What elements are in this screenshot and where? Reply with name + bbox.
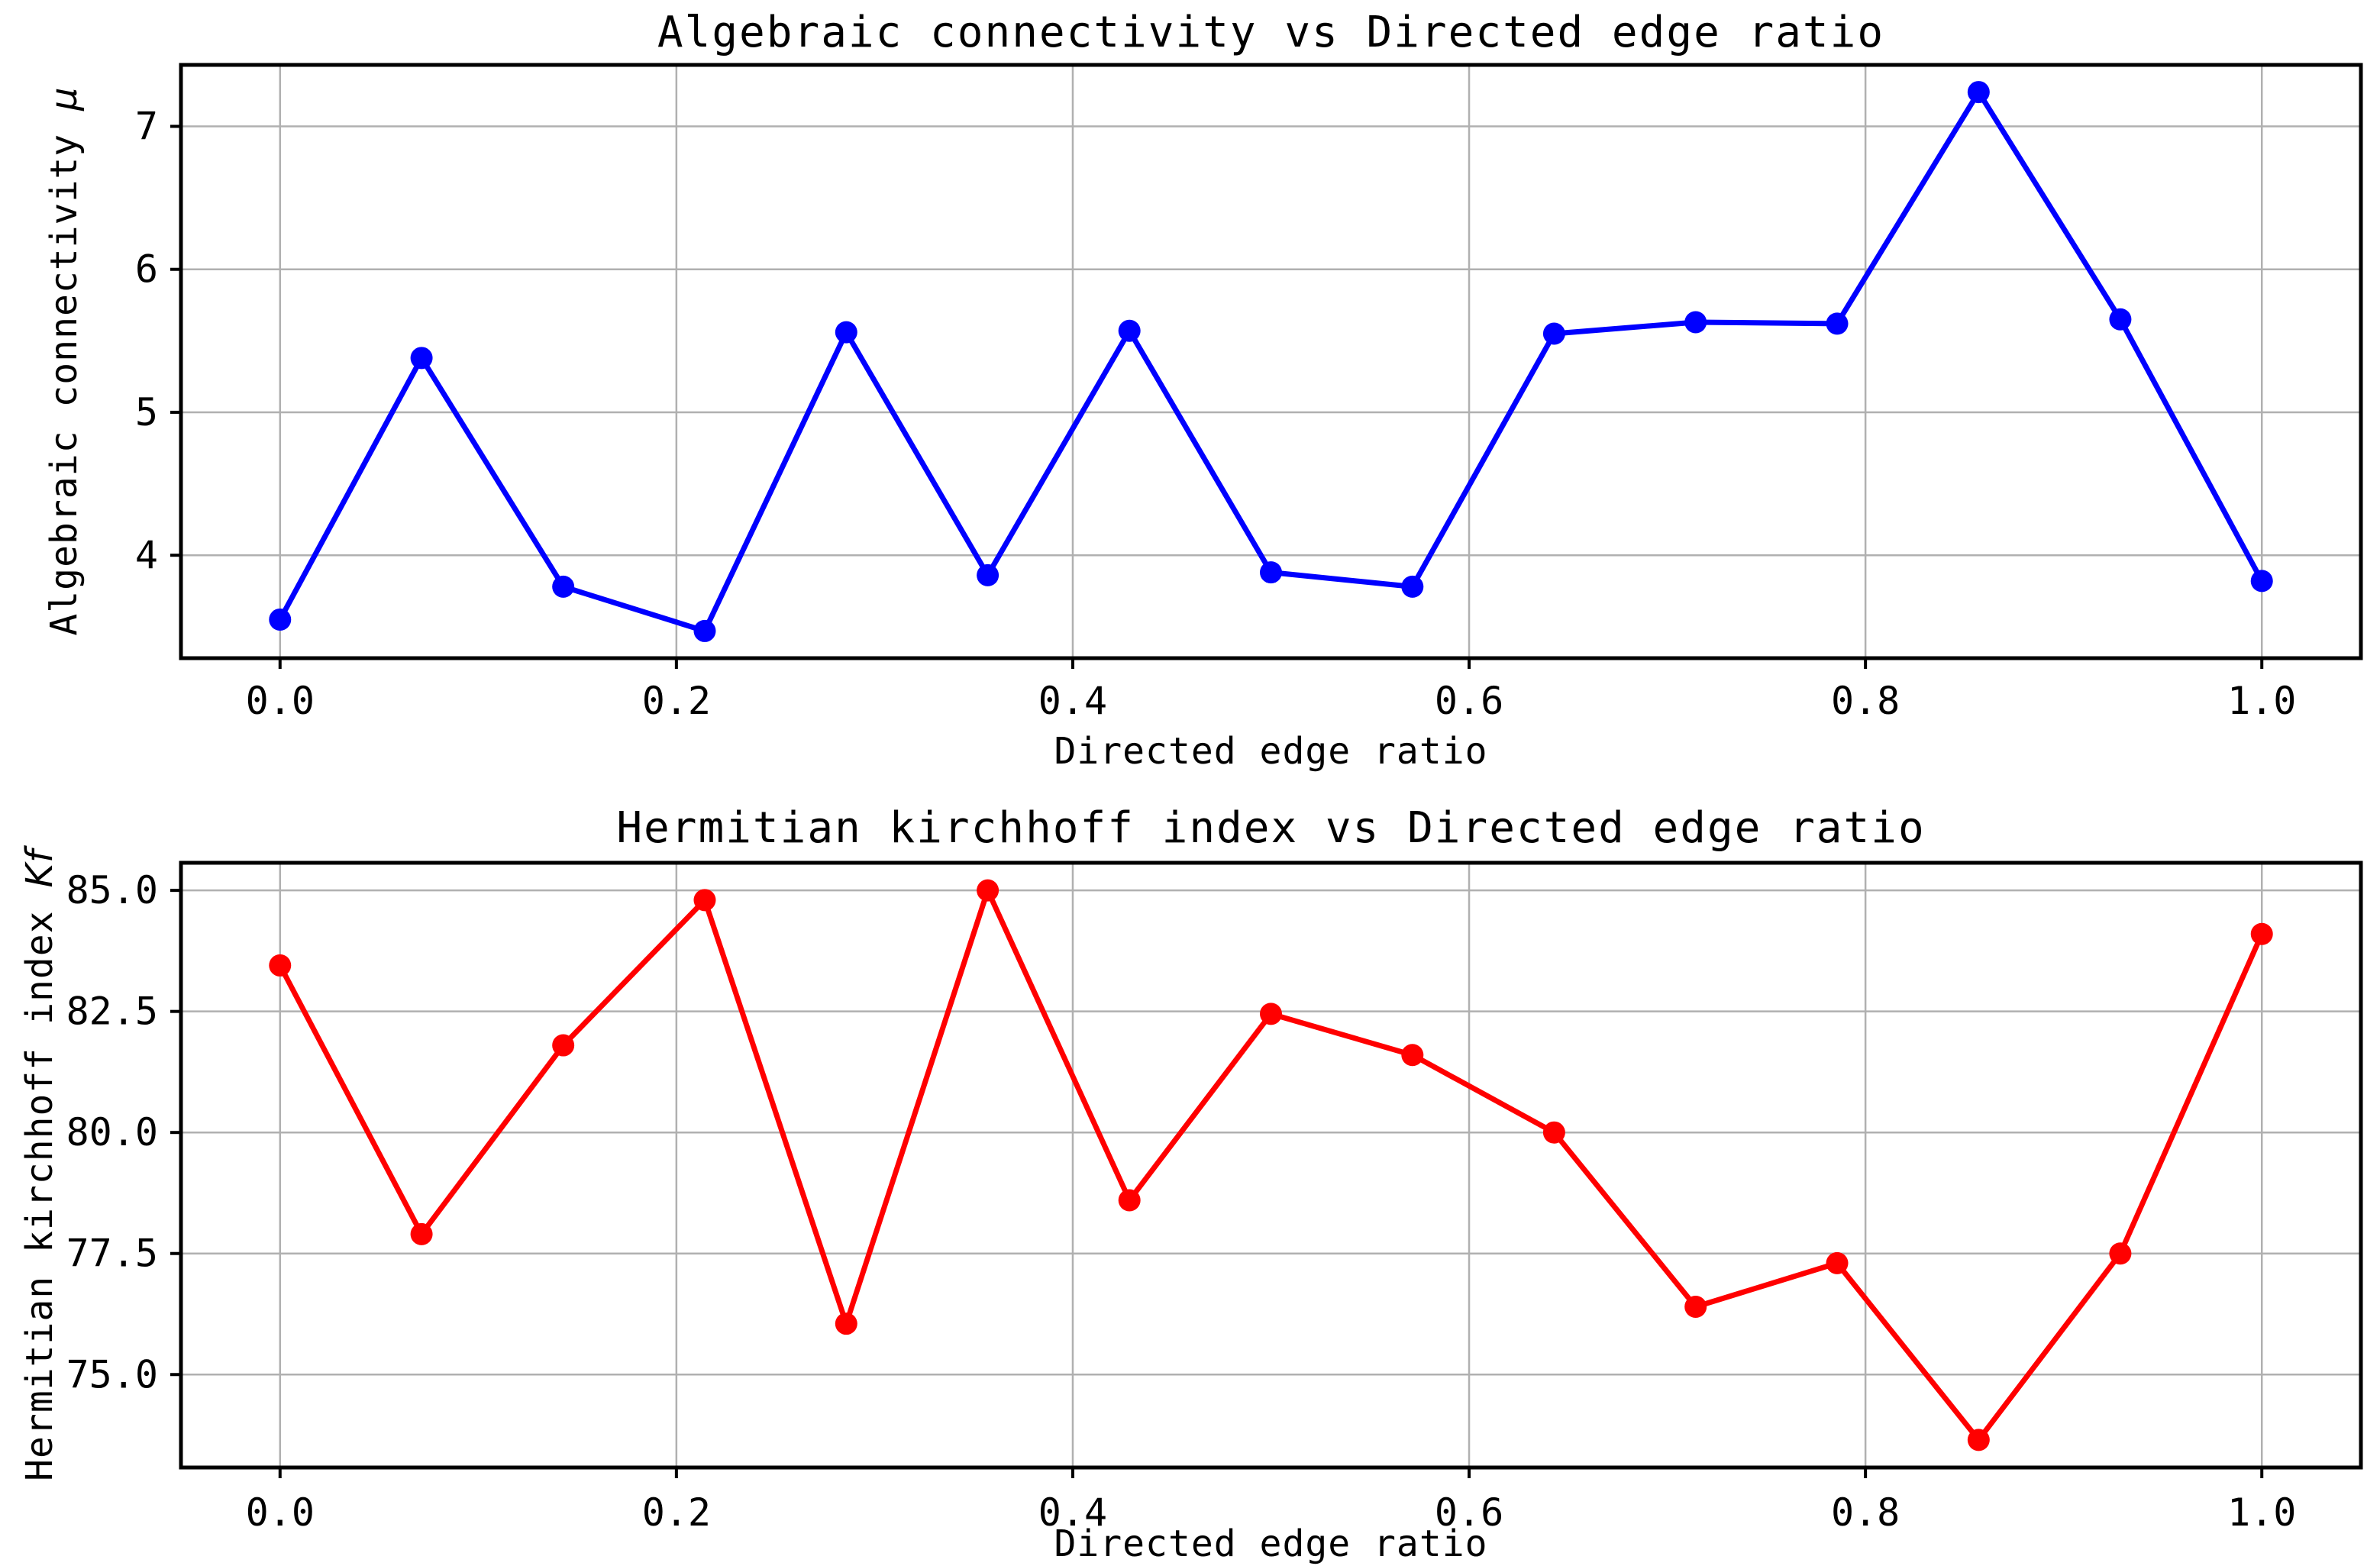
- chart1-marker: [1260, 561, 1282, 584]
- chart1-marker: [1684, 311, 1707, 334]
- chart2-marker: [2250, 922, 2273, 945]
- chart2-x-tick-label: 0.6: [1435, 1490, 1503, 1535]
- chart2-data-series: [269, 879, 2273, 1451]
- chart1-marker: [693, 619, 716, 642]
- chart1-tick-labels: 0.0 0.2 0.4 0.6 0.8 1.0 4 5 6 7: [135, 105, 2296, 723]
- chart1-plot-area: 0.0 0.2 0.4 0.6 0.8 1.0 4 5 6 7: [135, 63, 2363, 723]
- chart1-x-tick-label: 0.8: [1831, 679, 1900, 723]
- chart2-marker: [977, 879, 999, 902]
- chart1-spines: [179, 63, 2363, 660]
- chart2-y-tick-label: 82.5: [66, 990, 158, 1034]
- chart1-x-axis-label: Directed edge ratio: [1054, 730, 1488, 773]
- chart1-y-axis-label: Algebraic connectivity μ: [43, 86, 86, 635]
- chart2-title: Hermitian kirchhoff index vs Directed ed…: [616, 803, 1926, 853]
- chart2-x-tick-label: 1.0: [2227, 1490, 2296, 1535]
- chart1-y-axis-label-text: Algebraic connectivity: [43, 133, 86, 636]
- chart2-x-tick-label: 0.0: [246, 1490, 315, 1535]
- chart1-tick-marks: [170, 124, 2264, 669]
- chart1-marker: [835, 321, 857, 344]
- chart2-y-axis-label: Hermitian kirchhoff index Kf: [18, 849, 61, 1481]
- chart2-x-tick-label: 0.2: [642, 1490, 711, 1535]
- chart2-marker: [1542, 1121, 1565, 1144]
- chart2-y-axis-label-text: Hermitian kirchhoff index: [18, 910, 61, 1481]
- chart2-y-tick-label: 75.0: [66, 1352, 158, 1396]
- chart1-y-tick-label: 6: [135, 247, 158, 292]
- chart2-marker: [269, 954, 292, 977]
- chart1-marker: [977, 563, 999, 586]
- chart1-y-tick-label: 5: [135, 390, 158, 434]
- chart1-x-tick-label: 0.6: [1435, 679, 1503, 723]
- chart2-y-tick-label: 77.5: [66, 1232, 158, 1276]
- chart2-y-tick-label: 80.0: [66, 1110, 158, 1154]
- chart2-marker: [1826, 1251, 1849, 1274]
- chart2-marker: [693, 889, 716, 912]
- chart2-marker: [1967, 1429, 1990, 1451]
- chart1-marker: [552, 575, 575, 598]
- chart1-x-tick-label: 0.0: [246, 679, 315, 723]
- chart1-marker: [1401, 575, 1424, 598]
- chart1-marker: [1967, 81, 1990, 104]
- chart2-spines: [179, 860, 2363, 1470]
- chart1-marker: [269, 608, 292, 631]
- chart1-x-tick-label: 0.4: [1038, 679, 1107, 723]
- chart2-marker: [1401, 1044, 1424, 1067]
- chart2-plot-area: 0.0 0.2 0.4 0.6 0.8 1.0 75.0 77.5 80.0 82.5 85.0: [66, 860, 2363, 1535]
- chart1-x-tick-label: 1.0: [2227, 679, 2296, 723]
- chart2-x-tick-label: 0.8: [1831, 1490, 1900, 1535]
- chart2-plot-background: [181, 863, 2361, 1468]
- chart2-marker: [835, 1313, 857, 1335]
- chart1-y-tick-label: 7: [135, 105, 158, 149]
- chart1-marker: [1826, 312, 1849, 335]
- chart2-y-tick-label: 85.0: [66, 868, 158, 912]
- chart1-title: Algebraic connectivity vs Directed edge …: [657, 8, 1885, 57]
- chart1-marker: [1118, 319, 1141, 342]
- chart1-marker: [410, 347, 433, 370]
- chart2-marker: [1260, 1003, 1282, 1025]
- chart1-y-axis-label-symbol: μ: [43, 86, 86, 111]
- chart2-x-axis-label: Directed edge ratio: [1054, 1522, 1488, 1565]
- chart2-marker: [552, 1034, 575, 1057]
- chart2-marker: [2109, 1242, 2132, 1265]
- chart2-marker: [410, 1222, 433, 1245]
- chart2-x-tick-label: 0.4: [1038, 1490, 1107, 1535]
- chart2-y-axis-label-symbol: Kf: [18, 849, 61, 888]
- chart2-tick-labels: 0.0 0.2 0.4 0.6 0.8 1.0 75.0 77.5 80.0 82.5 85.0: [66, 868, 2297, 1535]
- chart2-marker: [1118, 1189, 1141, 1212]
- chart1-y-tick-label: 4: [135, 533, 158, 577]
- chart1-marker: [2109, 308, 2132, 331]
- chart1-data-series: [269, 81, 2273, 642]
- chart2-marker: [1684, 1295, 1707, 1318]
- chart2-tick-marks: [170, 889, 2264, 1478]
- chart1-x-tick-label: 0.2: [642, 679, 711, 723]
- chart1-marker: [2250, 570, 2273, 592]
- chart1-marker: [1542, 322, 1565, 345]
